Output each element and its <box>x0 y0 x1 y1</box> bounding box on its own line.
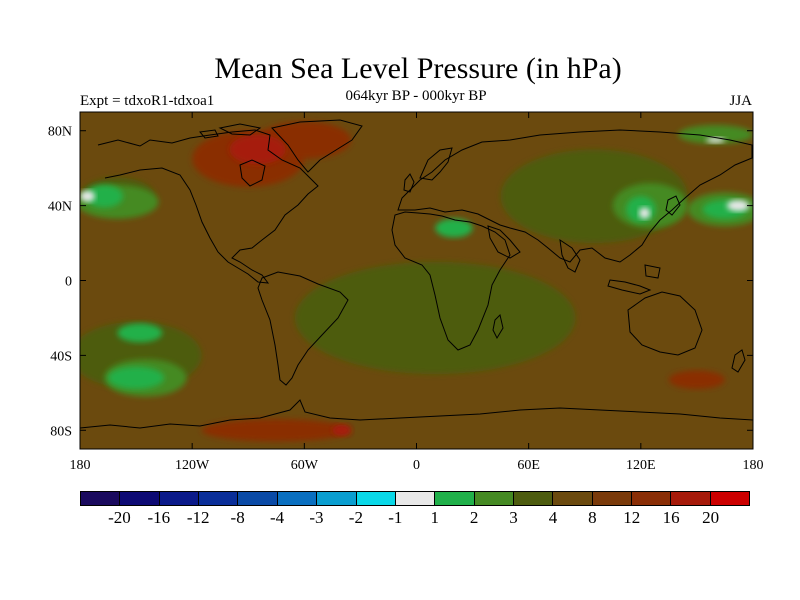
colorbar-label: -12 <box>186 508 210 527</box>
coastline-antarctica <box>80 399 753 429</box>
colorbar-label: -4 <box>269 508 285 527</box>
colorbar-swatch <box>317 492 357 505</box>
colorbar-label: 3 <box>509 508 518 527</box>
colorbar-label: 2 <box>469 508 479 527</box>
colorbar-label: 1 <box>430 508 439 527</box>
coastline-north-america <box>97 129 319 284</box>
coastline-japan <box>665 195 681 216</box>
pressure-anomaly-region <box>294 261 576 375</box>
pressure-anomaly-region <box>108 366 165 390</box>
pressure-anomaly-region <box>332 424 352 436</box>
colorbar-label: 12 <box>623 508 641 527</box>
y-tick-label: 80N <box>48 125 72 140</box>
colorbar-swatch <box>277 492 318 505</box>
colorbar-swatch <box>553 492 593 505</box>
colorbar-swatch <box>671 492 711 505</box>
colorbar-swatch <box>710 492 750 505</box>
pressure-anomaly-region <box>80 190 95 202</box>
pressure-anomaly-region <box>726 199 750 212</box>
colorbar-label: 16 <box>662 508 680 527</box>
x-tick-label: 180 <box>70 458 91 473</box>
experiment-label: Expt = tdxoR1-tdxoa1 <box>80 93 215 109</box>
x-tick-label: 180 <box>743 458 764 473</box>
coastline-india <box>559 238 581 273</box>
colorbar-swatch <box>199 492 239 505</box>
pressure-anomaly-region <box>229 134 286 165</box>
pressure-field-layer <box>80 121 753 442</box>
y-tick-label: 80S <box>50 424 72 439</box>
pressure-anomaly-region <box>668 370 725 390</box>
coastline-scandinavia <box>419 147 453 181</box>
pressure-anomaly-region <box>85 185 123 208</box>
y-tick-label: 0 <box>65 275 72 290</box>
colorbar-swatch <box>632 492 672 505</box>
coastline-australia <box>627 291 703 356</box>
y-tick-label: 40S <box>50 349 72 364</box>
plot-subtitle: 064kyr BP - 000kyr BP <box>345 88 487 104</box>
x-tick-label: 120W <box>175 458 210 473</box>
coastlines <box>80 119 753 429</box>
coastline-madagascar <box>492 314 504 340</box>
coastline-hudson-bay <box>239 159 266 187</box>
pressure-anomaly-region <box>678 125 753 144</box>
colorbar-swatch <box>513 492 554 505</box>
map-plot-area: 180 120W 60W 0 60E 120E 180 80N 40N 0 40S 80S <box>48 111 764 473</box>
coastline-eurasia <box>397 129 753 263</box>
coastline-arabia <box>487 225 521 259</box>
pressure-anomaly-region <box>706 137 725 143</box>
colorbar-label: -3 <box>309 508 324 527</box>
x-tick-label: 60E <box>517 458 540 473</box>
colorbar-label: -16 <box>147 508 171 527</box>
coastline-indonesia <box>607 264 661 295</box>
pressure-anomaly-region <box>638 207 651 219</box>
coastline-new-zealand <box>731 349 746 373</box>
axis-ticks: 180 120W 60W 0 60E 120E 180 80N 40N 0 40S 80S <box>48 112 764 473</box>
coastline-arctic-islands <box>199 123 262 139</box>
colorbar-swatch <box>159 492 200 505</box>
coastline-britain <box>403 173 415 193</box>
plot-title: Mean Sea Level Pressure (in hPa) <box>214 52 622 85</box>
season-label: JJA <box>729 93 752 109</box>
colorbar-label: -20 <box>108 508 131 527</box>
x-tick-label: 0 <box>413 458 420 473</box>
colorbar-swatch <box>120 492 160 505</box>
colorbar-swatch <box>395 492 436 505</box>
colorbar-swatch <box>356 492 396 505</box>
pressure-anomaly-region <box>435 218 473 238</box>
x-tick-label: 60W <box>291 458 319 473</box>
colorbar-labels: -20 -16 -12 -8 -4 -3 -2 -1 1 2 3 4 8 12 16 20 <box>80 508 750 528</box>
colorbar-label: 4 <box>548 508 558 527</box>
coastline-eurasia-africa <box>391 211 511 351</box>
colorbar-label: -1 <box>388 508 403 527</box>
colorbar-swatch <box>435 492 475 505</box>
coastline-greenland <box>271 119 363 173</box>
colorbar-swatch <box>474 492 514 505</box>
pressure-anomaly-region <box>201 419 352 442</box>
pressure-anomaly-region <box>117 323 163 343</box>
colorbar-label: 8 <box>588 508 597 527</box>
colorbar-label: 20 <box>702 508 720 527</box>
colorbar <box>80 491 750 506</box>
colorbar-label: -2 <box>348 508 363 527</box>
coastline-south-america <box>257 271 349 386</box>
colorbar-swatch <box>81 492 121 505</box>
colorbar-swatch <box>592 492 633 505</box>
colorbar-label: -8 <box>230 508 245 527</box>
y-tick-label: 40N <box>48 200 72 215</box>
colorbar-swatch <box>238 492 278 505</box>
x-tick-label: 120E <box>626 458 656 473</box>
